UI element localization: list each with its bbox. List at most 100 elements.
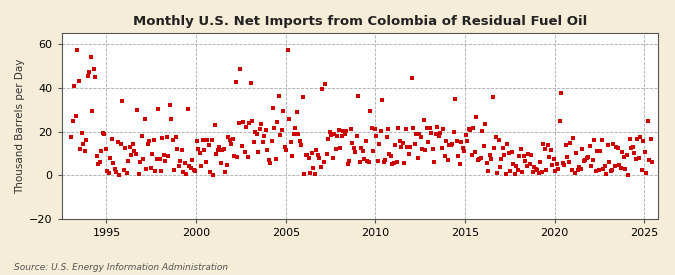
Point (626, 146, 637, 150)
Point (590, 169, 601, 173)
Point (156, 168, 167, 173)
Point (580, 158, 591, 162)
Point (194, 151, 205, 156)
Point (176, 148, 187, 153)
Point (617, 150, 628, 155)
Point (568, 136, 578, 141)
Point (532, 167, 543, 172)
Point (554, 119, 565, 123)
Point (560, 143, 571, 148)
Point (383, 126, 394, 131)
Point (516, 147, 526, 152)
Point (350, 150, 360, 154)
Point (323, 136, 333, 141)
Point (336, 134, 347, 139)
Point (327, 156, 338, 160)
Point (385, 154, 396, 158)
Point (423, 140, 434, 145)
Point (392, 160, 402, 164)
Point (347, 141, 358, 145)
Point (477, 129, 487, 133)
Point (587, 158, 598, 163)
Point (151, 156, 162, 161)
Point (623, 172, 634, 177)
Point (118, 168, 129, 172)
Point (402, 145, 413, 150)
Point (364, 109, 375, 113)
Point (417, 147, 428, 151)
Point (531, 167, 541, 171)
Point (508, 161, 519, 166)
Point (491, 170, 502, 175)
Y-axis label: Thousand Barrels per Day: Thousand Barrels per Day (15, 59, 25, 194)
Point (483, 169, 493, 174)
Point (426, 131, 437, 136)
Point (433, 134, 444, 138)
Point (319, 160, 329, 164)
Point (192, 139, 202, 143)
Point (190, 169, 200, 173)
Point (635, 134, 646, 139)
Point (171, 134, 182, 139)
Point (474, 157, 485, 161)
Point (641, 171, 652, 175)
Point (215, 160, 226, 165)
Point (523, 152, 534, 156)
Point (145, 166, 156, 170)
Point (645, 137, 656, 141)
Point (232, 155, 242, 159)
Point (457, 146, 468, 150)
Point (172, 147, 183, 151)
Point (292, 110, 302, 114)
Point (267, 106, 278, 110)
Point (329, 132, 340, 137)
Point (175, 159, 186, 163)
Point (369, 127, 380, 131)
Point (608, 142, 619, 146)
Point (624, 136, 635, 141)
Point (489, 146, 500, 150)
Point (223, 135, 234, 139)
Point (181, 172, 192, 176)
Point (263, 158, 274, 163)
Point (333, 128, 344, 132)
Point (260, 127, 271, 132)
Point (644, 158, 655, 162)
Point (311, 148, 322, 152)
Point (127, 142, 138, 146)
Point (607, 168, 618, 172)
Point (357, 149, 368, 153)
Point (593, 168, 604, 172)
Point (501, 172, 512, 176)
Point (173, 164, 184, 168)
Point (290, 126, 301, 131)
Point (186, 166, 196, 171)
Point (230, 79, 241, 84)
Point (565, 141, 576, 145)
Point (298, 94, 308, 99)
Point (490, 135, 501, 139)
Point (273, 94, 284, 98)
Point (246, 119, 257, 123)
Point (592, 148, 603, 153)
Point (238, 120, 248, 125)
Point (472, 157, 483, 162)
Point (112, 139, 123, 144)
Point (325, 130, 335, 134)
Point (431, 132, 441, 136)
Point (99, 132, 109, 136)
Point (559, 163, 570, 167)
Point (338, 129, 348, 133)
Point (70, 113, 81, 118)
Point (522, 164, 533, 168)
Point (208, 173, 219, 177)
Point (576, 147, 587, 151)
Point (630, 156, 641, 161)
Point (399, 161, 410, 165)
Point (348, 145, 359, 150)
Point (381, 134, 392, 139)
Point (375, 128, 386, 133)
Point (287, 154, 298, 158)
Point (601, 172, 612, 176)
Point (478, 144, 489, 148)
